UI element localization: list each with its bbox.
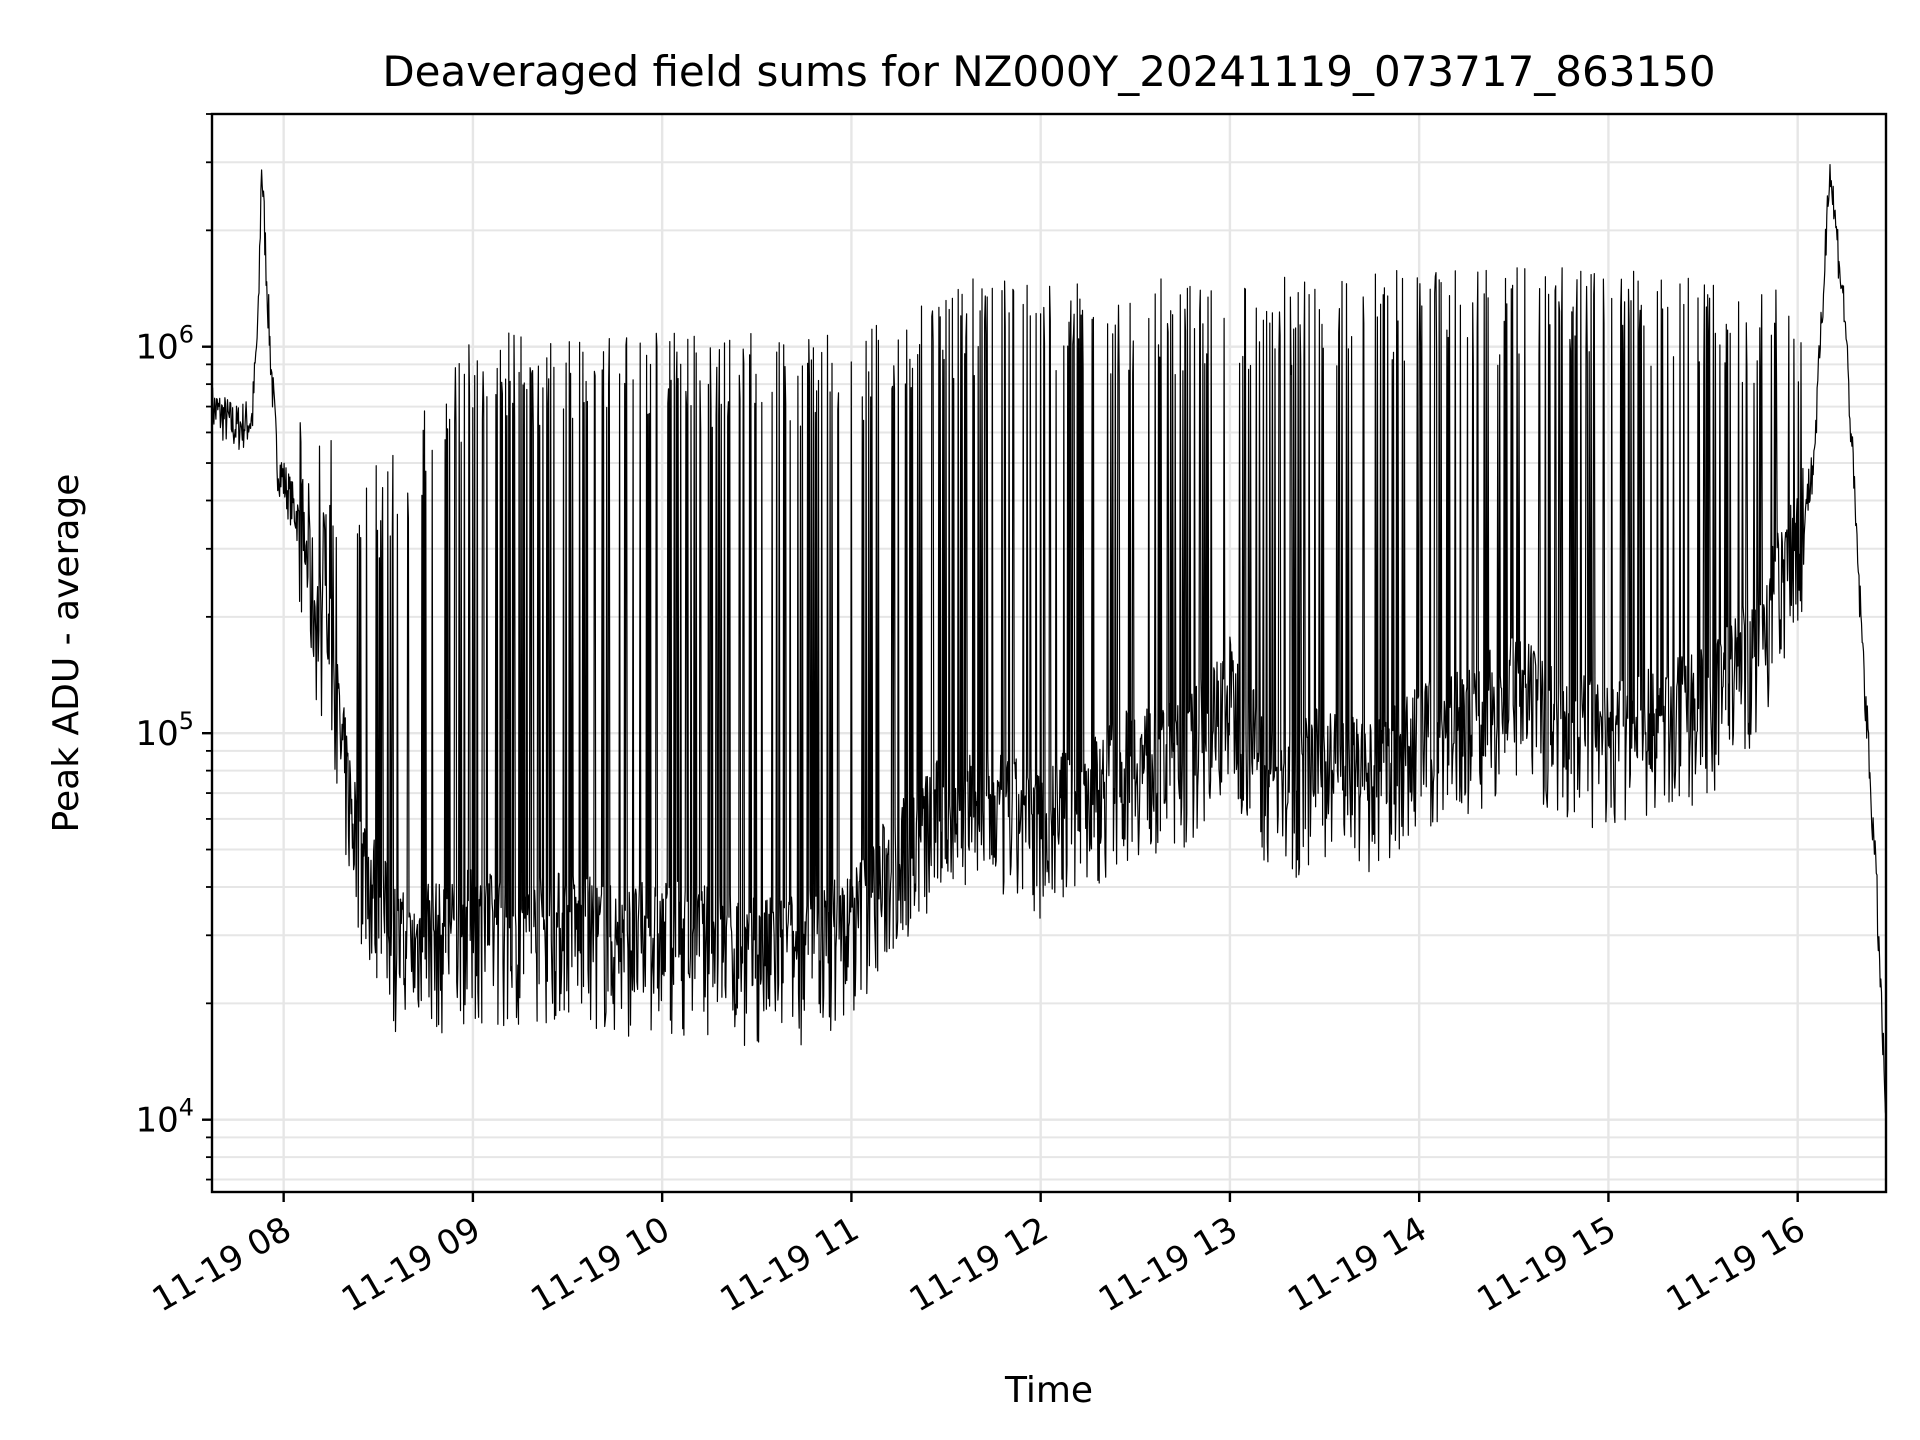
- series-line: [211, 164, 1887, 1118]
- series-layer: [211, 164, 1887, 1118]
- y-tick-label: 104: [135, 1094, 194, 1141]
- y-tick-label: 106: [135, 321, 194, 368]
- y-tick-label: 105: [135, 707, 194, 754]
- y-axis-label: Peak ADU - average: [46, 474, 87, 833]
- x-axis-label: Time: [1004, 1370, 1093, 1411]
- plot-frame: [210, 112, 1888, 1194]
- chart-title: Deaveraged field sums for NZ000Y_2024111…: [382, 47, 1715, 96]
